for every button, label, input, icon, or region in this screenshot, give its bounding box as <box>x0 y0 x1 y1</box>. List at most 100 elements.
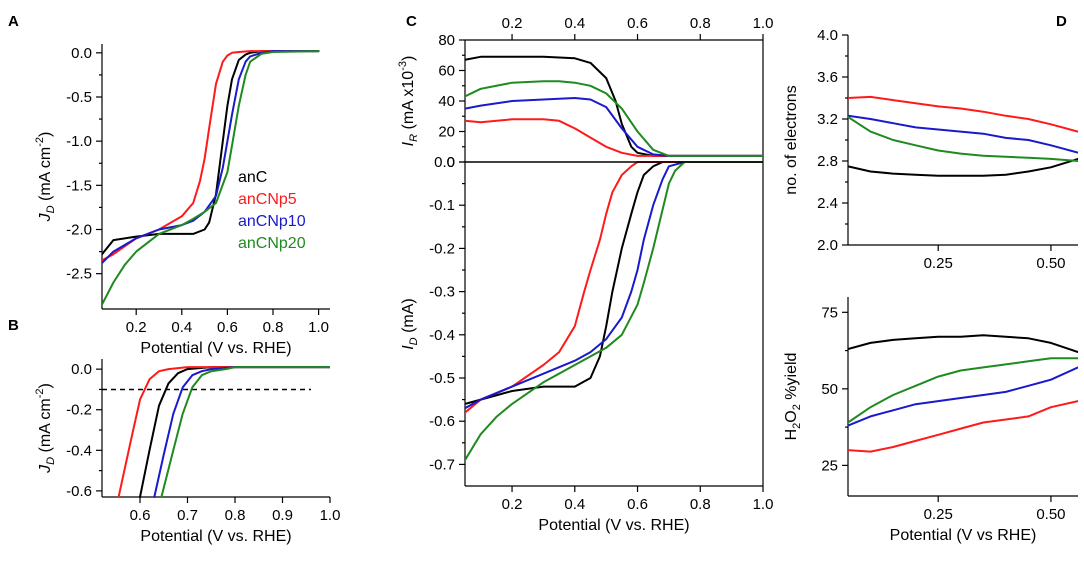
series-line-anc <box>102 50 320 256</box>
y-tick-label: -0.6 <box>66 483 92 500</box>
y-tick-label: 60 <box>438 63 455 80</box>
series-line-ancnp20 <box>848 115 1078 162</box>
x-tick-label: 0.6 <box>130 507 151 524</box>
series-line-ancnp20 <box>848 357 1078 424</box>
y-tick-label: 80 <box>438 32 455 49</box>
x-tick-label: 0.50 <box>1036 506 1065 523</box>
legend-item-ancnp10: anCNp10 <box>238 213 306 230</box>
panel-b: 0.0 -0.2 -0.4 -0.6 0.6 0.7 0.8 0.9 1.0 Potential … <box>8 317 340 545</box>
y-tick-label: -2.0 <box>66 222 92 239</box>
x-tick-label: 0.2 <box>126 319 147 336</box>
panel-d-h2o2: 25 50 75 0.25 0.50 Potential (V vs RHE) H2O2 %… <box>783 297 1078 544</box>
y-tick-label: 0.0 <box>71 45 92 62</box>
series-line-ancnp5 <box>465 118 763 157</box>
y-tick-label: 0.0 <box>71 361 92 378</box>
x-tick-label: 0.6 <box>217 319 238 336</box>
y-tick-label: 3.2 <box>817 111 838 128</box>
y-axis-label: H2O2 %yield <box>783 353 803 441</box>
series-line-anc <box>848 334 1078 354</box>
legend-item-ancnp20: anCNp20 <box>238 235 306 252</box>
series-line-anc <box>465 55 763 157</box>
y-axis-label: JD (mA cm-2) <box>34 132 57 223</box>
series-line-ancnp5 <box>848 95 1078 133</box>
x-tick-label: 0.4 <box>564 15 585 32</box>
y-tick-label: 2.0 <box>817 237 838 254</box>
panel-letter: C <box>406 13 417 30</box>
y-tick-label: -0.4 <box>429 327 455 344</box>
x-axis-label: Potential (V vs. RHE) <box>140 340 291 357</box>
y-axis-label: IR (mA x10-3) <box>397 56 420 147</box>
y-tick-label: -0.2 <box>66 402 92 419</box>
x-tick-label: 0.6 <box>627 15 648 32</box>
y-tick-label: -0.4 <box>66 442 92 459</box>
series-line-ancnp10 <box>465 97 763 157</box>
y-tick-label: -0.7 <box>429 456 455 473</box>
panel-d-n: 2.0 2.4 2.8 3.2 3.6 4.0 0.25 0.50 no. of electro… <box>783 13 1078 272</box>
y-tick-label: 0.0 <box>434 154 455 171</box>
panel-letter: B <box>8 317 19 334</box>
x-tick-label: 0.2 <box>502 496 523 513</box>
x-tick-label: 0.2 <box>502 15 523 32</box>
series-line-ancnp5 <box>465 161 763 414</box>
y-tick-label: -0.6 <box>429 413 455 430</box>
x-tick-label: 0.8 <box>690 15 711 32</box>
x-tick-label: 0.25 <box>924 255 953 272</box>
x-axis-label: Potential (V vs RHE) <box>890 527 1037 544</box>
y-tick-label: 25 <box>821 457 838 474</box>
series-line-ancnp10 <box>465 161 763 410</box>
y-axis-label: JD (mA cm-2) <box>34 383 57 474</box>
y-tick-label: 3.6 <box>817 69 838 86</box>
series-line-ancnp5 <box>848 400 1078 453</box>
series-line-anc <box>465 161 763 405</box>
x-axis-label: Potential (V vs. RHE) <box>140 528 291 545</box>
x-tick-label: 1.0 <box>753 15 774 32</box>
y-tick-label: 2.4 <box>817 195 838 212</box>
series-line-ancnp10 <box>848 114 1078 154</box>
y-tick-label: -0.2 <box>429 240 455 257</box>
x-tick-label: 0.4 <box>171 319 192 336</box>
series-line-ancnp20 <box>465 161 763 462</box>
y-tick-label: -0.5 <box>66 89 92 106</box>
y-tick-label: -1.5 <box>66 177 92 194</box>
x-tick-label: 0.6 <box>627 496 648 513</box>
series-line-ancnp20 <box>160 366 330 498</box>
panel-letter: D <box>1056 13 1067 30</box>
series-line-ancnp10 <box>102 50 320 265</box>
y-tick-label: -0.3 <box>429 284 455 301</box>
y-tick-label: 2.8 <box>817 153 838 170</box>
x-tick-label: 0.50 <box>1036 255 1065 272</box>
panel-c-id: 0.0 -0.1 -0.2 -0.3 -0.4 -0.5 -0.6 -0.7 0.2 0.4 0.6… <box>400 154 773 534</box>
x-tick-label: 0.9 <box>272 507 293 524</box>
x-tick-label: 0.8 <box>690 496 711 513</box>
y-tick-label: 40 <box>438 93 455 110</box>
series-line-ancnp20 <box>102 50 320 306</box>
series-line-ancnp10 <box>153 366 330 498</box>
y-axis-label: no. of electrons <box>783 85 800 194</box>
legend-item-ancnp5: anCNp5 <box>238 191 297 208</box>
y-tick-label: 20 <box>438 124 455 141</box>
x-tick-label: 0.8 <box>225 507 246 524</box>
y-tick-label: -1.0 <box>66 133 92 150</box>
series-line-ancnp10 <box>848 366 1078 427</box>
y-tick-label: 50 <box>821 381 838 398</box>
y-axis-label: ID (mA) <box>400 298 420 350</box>
legend: anC anCNp5 anCNp10 anCNp20 <box>238 169 306 252</box>
x-tick-label: 1.0 <box>753 496 774 513</box>
x-tick-label: 1.0 <box>308 319 329 336</box>
series-line-ancnp5 <box>117 366 330 498</box>
x-axis-label: Potential (V vs. RHE) <box>538 517 689 534</box>
panel-letter: A <box>8 13 19 30</box>
x-tick-label: 0.7 <box>177 507 198 524</box>
legend-item-anc: anC <box>238 169 267 186</box>
y-tick-label: -0.1 <box>429 197 455 214</box>
series-line-ancnp20 <box>465 80 763 157</box>
panel-c-ir: 0 20 40 60 80 0.2 0.4 0.6 0.8 1.0 IR (mA x10-3) C <box>397 13 773 171</box>
y-tick-label: -2.5 <box>66 266 92 283</box>
panel-a: 0.0 -0.5 -1.0 -1.5 -2.0 -2.5 0.2 0.4 0.6 0.8 1.0 Po… <box>8 13 330 357</box>
y-tick-label: 75 <box>821 304 838 321</box>
x-tick-label: 0.25 <box>924 506 953 523</box>
x-tick-label: 0.4 <box>564 496 585 513</box>
series-line-anc <box>848 157 1078 177</box>
y-tick-label: -0.5 <box>429 370 455 387</box>
